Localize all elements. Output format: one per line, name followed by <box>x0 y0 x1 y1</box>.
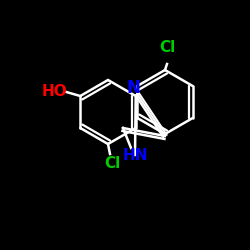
Text: HO: HO <box>42 84 67 100</box>
Text: Cl: Cl <box>159 40 175 56</box>
Text: Cl: Cl <box>104 156 120 172</box>
Text: HN: HN <box>122 148 148 162</box>
Text: N: N <box>126 79 140 97</box>
